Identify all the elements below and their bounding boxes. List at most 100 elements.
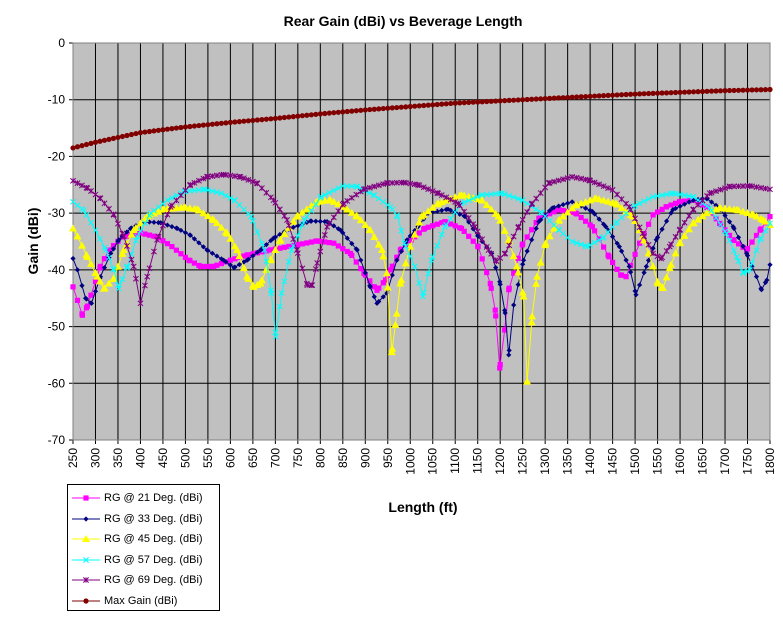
data-point <box>640 236 649 244</box>
data-point <box>429 253 436 260</box>
data-point <box>331 223 337 229</box>
data-point <box>749 183 755 190</box>
data-point <box>200 263 207 270</box>
legend-label: RG @ 33 Deg. (dBi) <box>104 512 203 525</box>
data-point <box>277 115 283 121</box>
data-point <box>380 280 386 286</box>
data-point <box>182 230 189 236</box>
data-point <box>141 220 148 227</box>
data-point <box>641 198 648 205</box>
data-point <box>164 197 171 204</box>
data-point <box>589 224 595 230</box>
data-point <box>740 183 746 190</box>
data-point <box>659 226 665 232</box>
data-point <box>168 202 175 209</box>
data-point <box>362 107 368 113</box>
x-tick-label: 1400 <box>583 448 597 475</box>
data-point <box>362 186 369 192</box>
data-point <box>411 263 418 270</box>
data-point <box>394 104 400 111</box>
data-point <box>398 227 405 234</box>
data-point <box>591 239 598 246</box>
data-point <box>151 233 157 239</box>
data-point <box>542 212 548 218</box>
data-point <box>606 254 612 260</box>
data-point <box>377 246 386 254</box>
data-point <box>428 203 437 211</box>
x-tick-label: 1500 <box>628 448 642 475</box>
data-point <box>354 183 361 190</box>
data-point <box>384 180 391 187</box>
data-point <box>604 197 613 205</box>
data-point <box>324 223 331 230</box>
data-point <box>200 175 207 182</box>
series-4 <box>70 171 773 307</box>
data-point <box>596 181 603 188</box>
data-point <box>753 247 760 254</box>
data-point <box>533 219 539 226</box>
data-point <box>677 226 684 233</box>
data-point <box>438 231 445 238</box>
data-point <box>401 259 410 267</box>
data-point <box>663 218 670 224</box>
data-point <box>448 100 454 107</box>
data-point <box>465 215 472 221</box>
data-point <box>416 182 423 189</box>
data-point <box>587 242 594 249</box>
data-point <box>383 180 390 187</box>
data-point <box>403 104 409 110</box>
data-point <box>511 302 517 308</box>
data-point <box>458 225 465 232</box>
data-point <box>438 192 445 199</box>
data-point <box>308 239 314 245</box>
data-point <box>263 258 270 265</box>
data-point <box>110 135 117 141</box>
data-point <box>227 262 233 268</box>
data-point <box>546 179 553 186</box>
data-point <box>592 228 598 234</box>
data-point <box>717 186 724 193</box>
x-tick-label: 1050 <box>426 448 440 475</box>
data-point <box>569 94 575 100</box>
data-point <box>722 88 728 94</box>
data-point <box>370 233 379 241</box>
data-point <box>97 235 103 242</box>
data-point <box>371 183 378 190</box>
data-point <box>511 270 517 276</box>
x-tick-label: 1100 <box>448 448 462 474</box>
data-point <box>236 119 242 125</box>
data-point <box>717 221 724 228</box>
data-point <box>496 216 505 224</box>
data-point <box>545 232 554 240</box>
data-point <box>276 303 283 310</box>
data-point <box>551 178 558 185</box>
data-point <box>735 183 742 190</box>
data-point <box>500 226 509 234</box>
data-point <box>70 198 76 205</box>
data-point <box>416 280 423 287</box>
data-point <box>160 238 166 244</box>
data-point <box>434 101 440 108</box>
data-point <box>578 175 585 182</box>
data-point <box>654 279 663 287</box>
data-point <box>605 185 612 191</box>
data-point <box>137 230 144 236</box>
data-point <box>587 93 593 99</box>
data-point <box>743 209 752 217</box>
data-point <box>388 344 397 352</box>
data-point <box>519 216 526 223</box>
data-point <box>578 94 584 100</box>
data-point <box>605 229 612 235</box>
x-axis-label: Length (ft) <box>388 499 457 515</box>
data-point <box>484 269 490 276</box>
x-tick-label: 1700 <box>718 448 732 475</box>
data-point <box>397 276 406 284</box>
data-point <box>150 248 157 255</box>
data-point <box>583 218 589 224</box>
data-point <box>205 263 211 270</box>
data-point <box>376 298 382 305</box>
data-point <box>686 89 692 95</box>
data-point <box>308 282 315 289</box>
data-point <box>173 125 180 131</box>
data-point <box>169 224 175 230</box>
